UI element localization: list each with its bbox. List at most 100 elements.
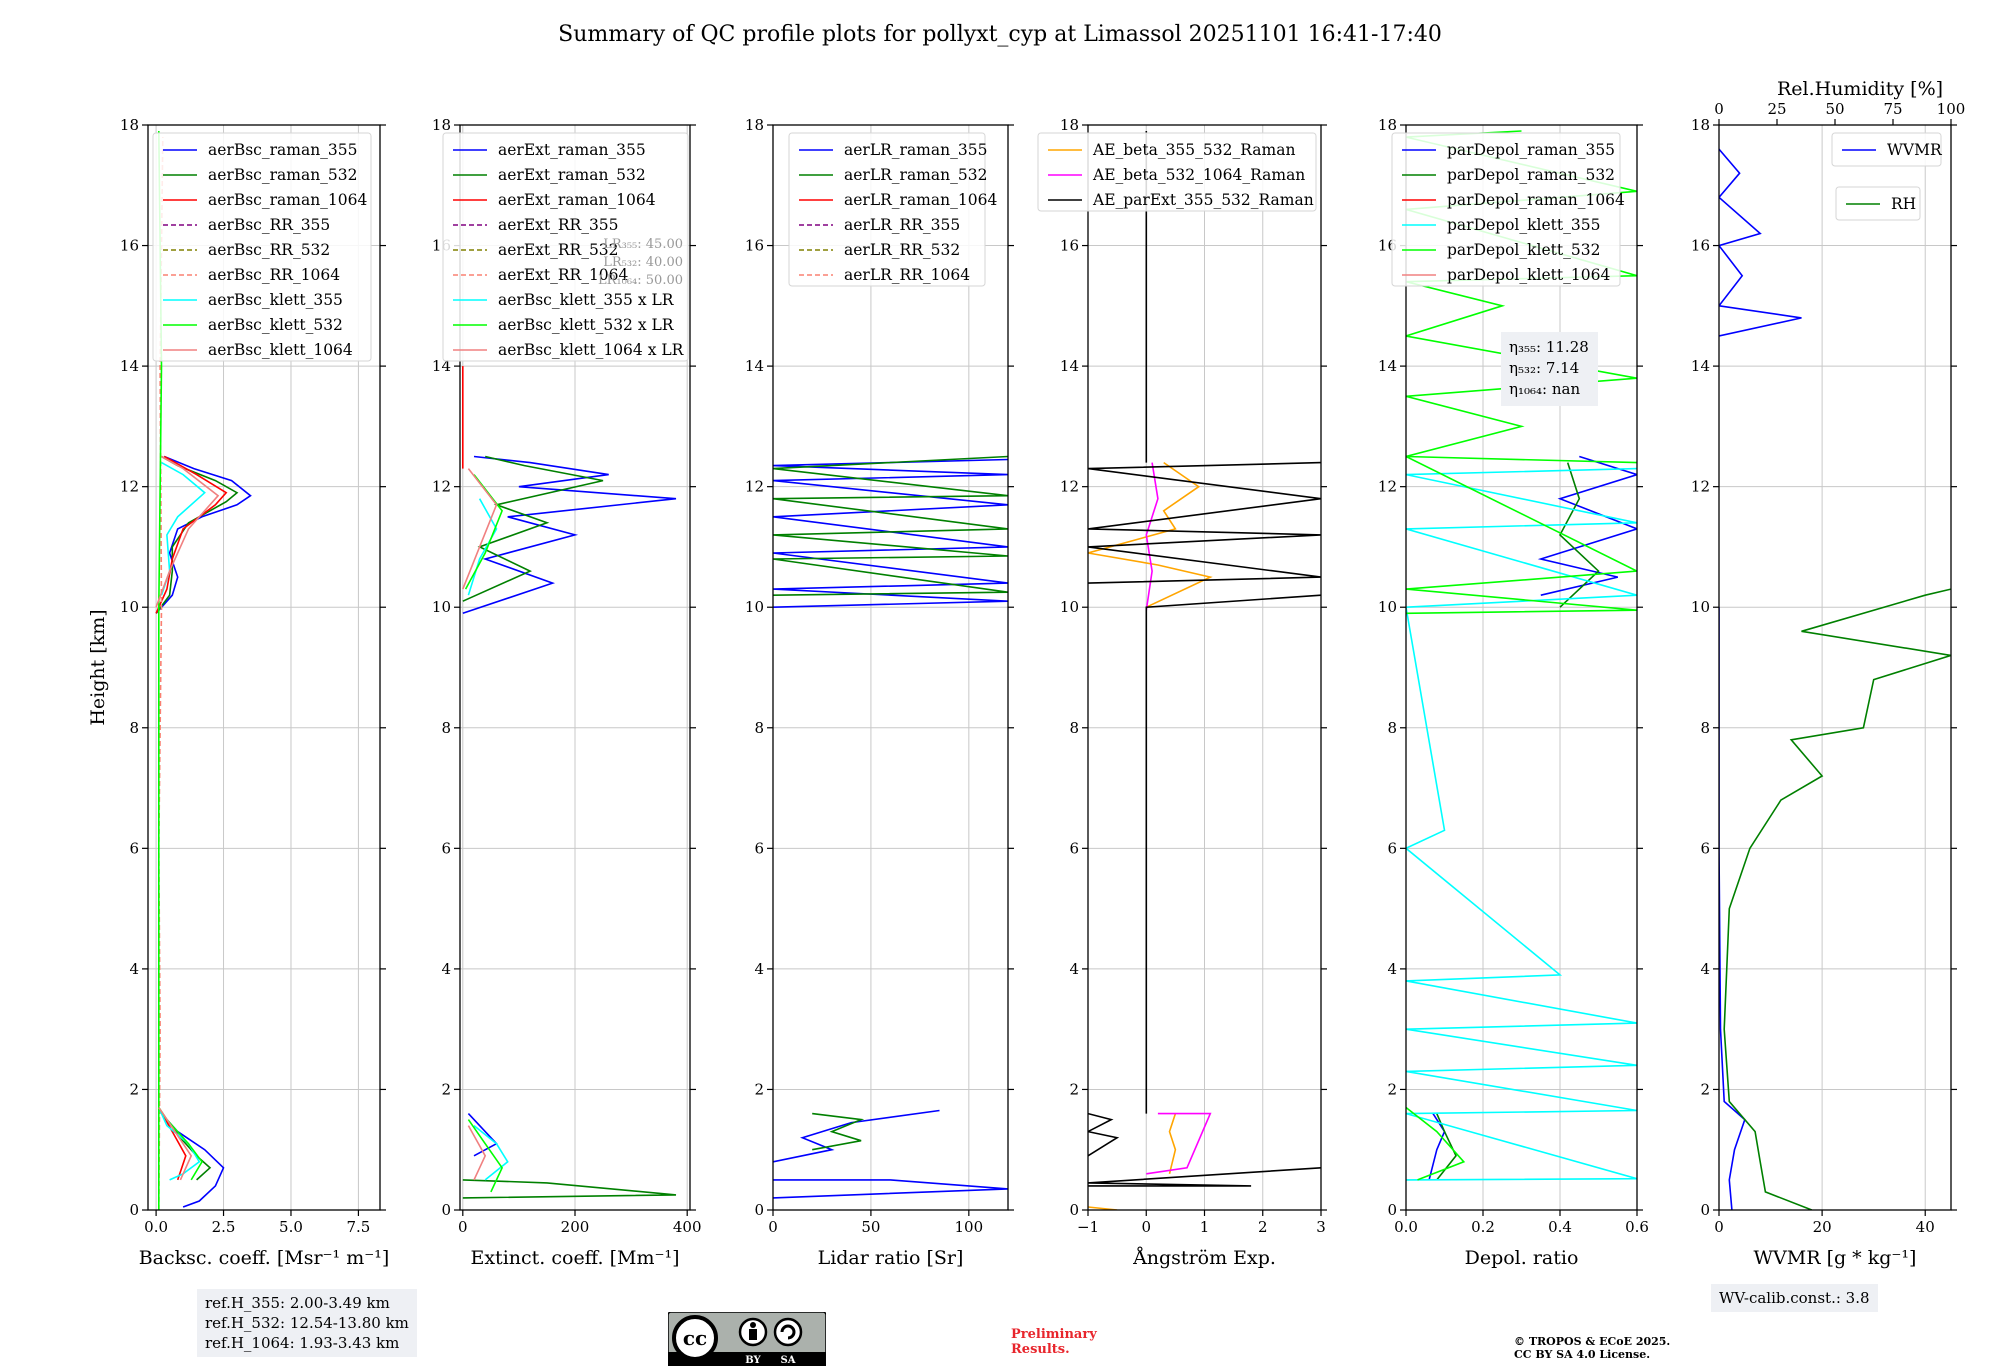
legend-label: parDepol_raman_532 <box>1447 166 1615 184</box>
y-tick-label: 14 <box>745 357 764 375</box>
series-line <box>462 455 604 602</box>
legend-box <box>1037 132 1317 212</box>
series-line <box>467 1113 498 1157</box>
series-line <box>773 1179 1008 1199</box>
reference-height-box: ref.H_355: 2.00-3.49 km ref.H_532: 12.54… <box>197 1289 417 1357</box>
y-tick-label: 4 <box>1700 960 1710 978</box>
x-tick-label: 0.0 <box>144 1218 168 1236</box>
y-tick-label: 2 <box>1700 1080 1710 1098</box>
legend-label: aerBsc_raman_1064 <box>208 191 368 209</box>
series-line <box>1146 1112 1212 1175</box>
series-line <box>1719 148 1802 337</box>
x-axis-label: Depol. ratio <box>1465 1247 1579 1269</box>
y-tick-label: 18 <box>1378 116 1397 134</box>
x-axis-label: Lidar ratio [Sr] <box>818 1247 964 1269</box>
series-line <box>773 1109 940 1163</box>
legend-label: aerExt_RR_1064 <box>498 266 629 284</box>
series-line <box>467 1125 487 1181</box>
series-line <box>462 1179 677 1199</box>
series-line <box>1559 462 1600 608</box>
legend-box <box>788 132 986 287</box>
y-tick-label: 0 <box>1069 1201 1079 1219</box>
y-tick-label: 12 <box>745 478 764 496</box>
x-tick-label: 50 <box>861 1218 880 1236</box>
y-tick-label: 2 <box>754 1080 764 1098</box>
series-line <box>158 1107 193 1181</box>
cc-text: cc <box>683 1326 707 1350</box>
legend-label: aerLR_RR_1064 <box>844 266 970 284</box>
x-tick-label: 0 <box>458 1218 468 1236</box>
legend-label: aerBsc_RR_355 <box>208 216 330 234</box>
y-tick-label: 4 <box>1387 960 1397 978</box>
x-tick-label: 0 <box>1141 1218 1151 1236</box>
top-x-axis-label: Rel.Humidity [%] <box>1777 78 1943 100</box>
legend: RH <box>1835 186 1921 221</box>
series-WVMR <box>1719 148 1802 1210</box>
eta-value: η₃₅₅: 11.28 <box>1509 338 1589 356</box>
axes-frame <box>772 124 1009 1211</box>
x-tick-label: 100 <box>955 1218 984 1236</box>
y-tick-label: 10 <box>432 598 451 616</box>
y-tick-label: 6 <box>1069 839 1079 857</box>
legend-label: aerBsc_RR_532 <box>208 241 330 259</box>
x-tick-label: 20 <box>1813 1218 1832 1236</box>
y-tick-label: 18 <box>1060 116 1079 134</box>
y-tick-label: 6 <box>754 839 764 857</box>
legend-label: aerLR_RR_532 <box>844 241 960 259</box>
ref-height-1064: ref.H_1064: 1.93-3.43 km <box>205 1334 400 1352</box>
x-axis-label: Backsc. coeff. [Msr⁻¹ m⁻¹] <box>139 1247 390 1269</box>
legend: aerExt_raman_355 aerExt_raman_532 aerExt_r… <box>442 132 689 362</box>
x-tick-label: 0.6 <box>1625 1218 1649 1236</box>
series-line <box>1537 455 1637 596</box>
share-alike-icon <box>773 1317 803 1347</box>
legend: parDepol_raman_355 parDepol_raman_532 parD… <box>1391 132 1625 287</box>
legend-label: parDepol_raman_1064 <box>1447 191 1625 209</box>
series-parDepol_raman_532 <box>1436 462 1600 1181</box>
eta-value: η₅₃₂: 7.14 <box>1509 359 1579 377</box>
x-tick-label: 0 <box>1714 1218 1724 1236</box>
legend-label: parDepol_raman_355 <box>1447 141 1615 159</box>
y-tick-label: 16 <box>120 237 139 255</box>
series-line <box>158 1107 187 1181</box>
y-tick-label: 12 <box>432 478 451 496</box>
top-x-tick-label: 0 <box>1714 100 1724 118</box>
legend-label: RH <box>1891 195 1916 213</box>
legend-label: parDepol_klett_532 <box>1447 241 1600 259</box>
legend-label: aerBsc_raman_532 <box>208 166 358 184</box>
y-tick-label: 4 <box>1069 960 1079 978</box>
y-tick-label: 8 <box>1069 719 1079 737</box>
legend-label: AE_beta_355_532_Raman <box>1092 141 1295 159</box>
legend-label: AE_parExt_355_532_Raman <box>1092 191 1314 209</box>
legend-label: aerBsc_klett_1064 <box>208 341 353 359</box>
series-line <box>1406 455 1637 615</box>
data-area <box>1719 148 1951 1210</box>
x-tick-label: 40 <box>1916 1218 1935 1236</box>
y-tick-label: 6 <box>1700 839 1710 857</box>
y-tick-label: 0 <box>754 1201 764 1219</box>
legend-label: aerBsc_RR_1064 <box>208 266 340 284</box>
y-tick-label: 18 <box>432 116 451 134</box>
y-tick-label: 4 <box>441 960 451 978</box>
series-aerLR_raman_532 <box>773 455 1008 1151</box>
legend-box <box>1391 132 1621 287</box>
series-line <box>1145 594 1321 1114</box>
series-aerBsc_klett_1064 x LR <box>462 468 498 1181</box>
ref-height-355: ref.H_355: 2.00-3.49 km <box>205 1294 390 1312</box>
panel-lr: 0 50 100 Lidar ratio [Sr] 0 2 4 6 8 10 12 14 16 18 aer… <box>745 116 1014 1269</box>
series-line <box>1088 1112 1120 1157</box>
series-aerBsc_klett_1064 <box>155 455 220 1181</box>
y-tick-label: 18 <box>120 116 139 134</box>
y-tick-label: 0 <box>1700 1201 1710 1219</box>
axes-frame <box>1718 124 1952 1211</box>
y-tick-label: 4 <box>754 960 764 978</box>
legend-label: aerBsc_klett_532 x LR <box>498 316 675 334</box>
y-tick-label: 2 <box>129 1080 139 1098</box>
y-tick-label: 14 <box>1378 357 1397 375</box>
x-tick-label: 0.0 <box>1394 1218 1418 1236</box>
series-line <box>1406 1106 1466 1181</box>
y-tick-label: 16 <box>1060 237 1079 255</box>
series-line <box>155 455 252 614</box>
y-tick-label: 18 <box>1691 116 1710 134</box>
